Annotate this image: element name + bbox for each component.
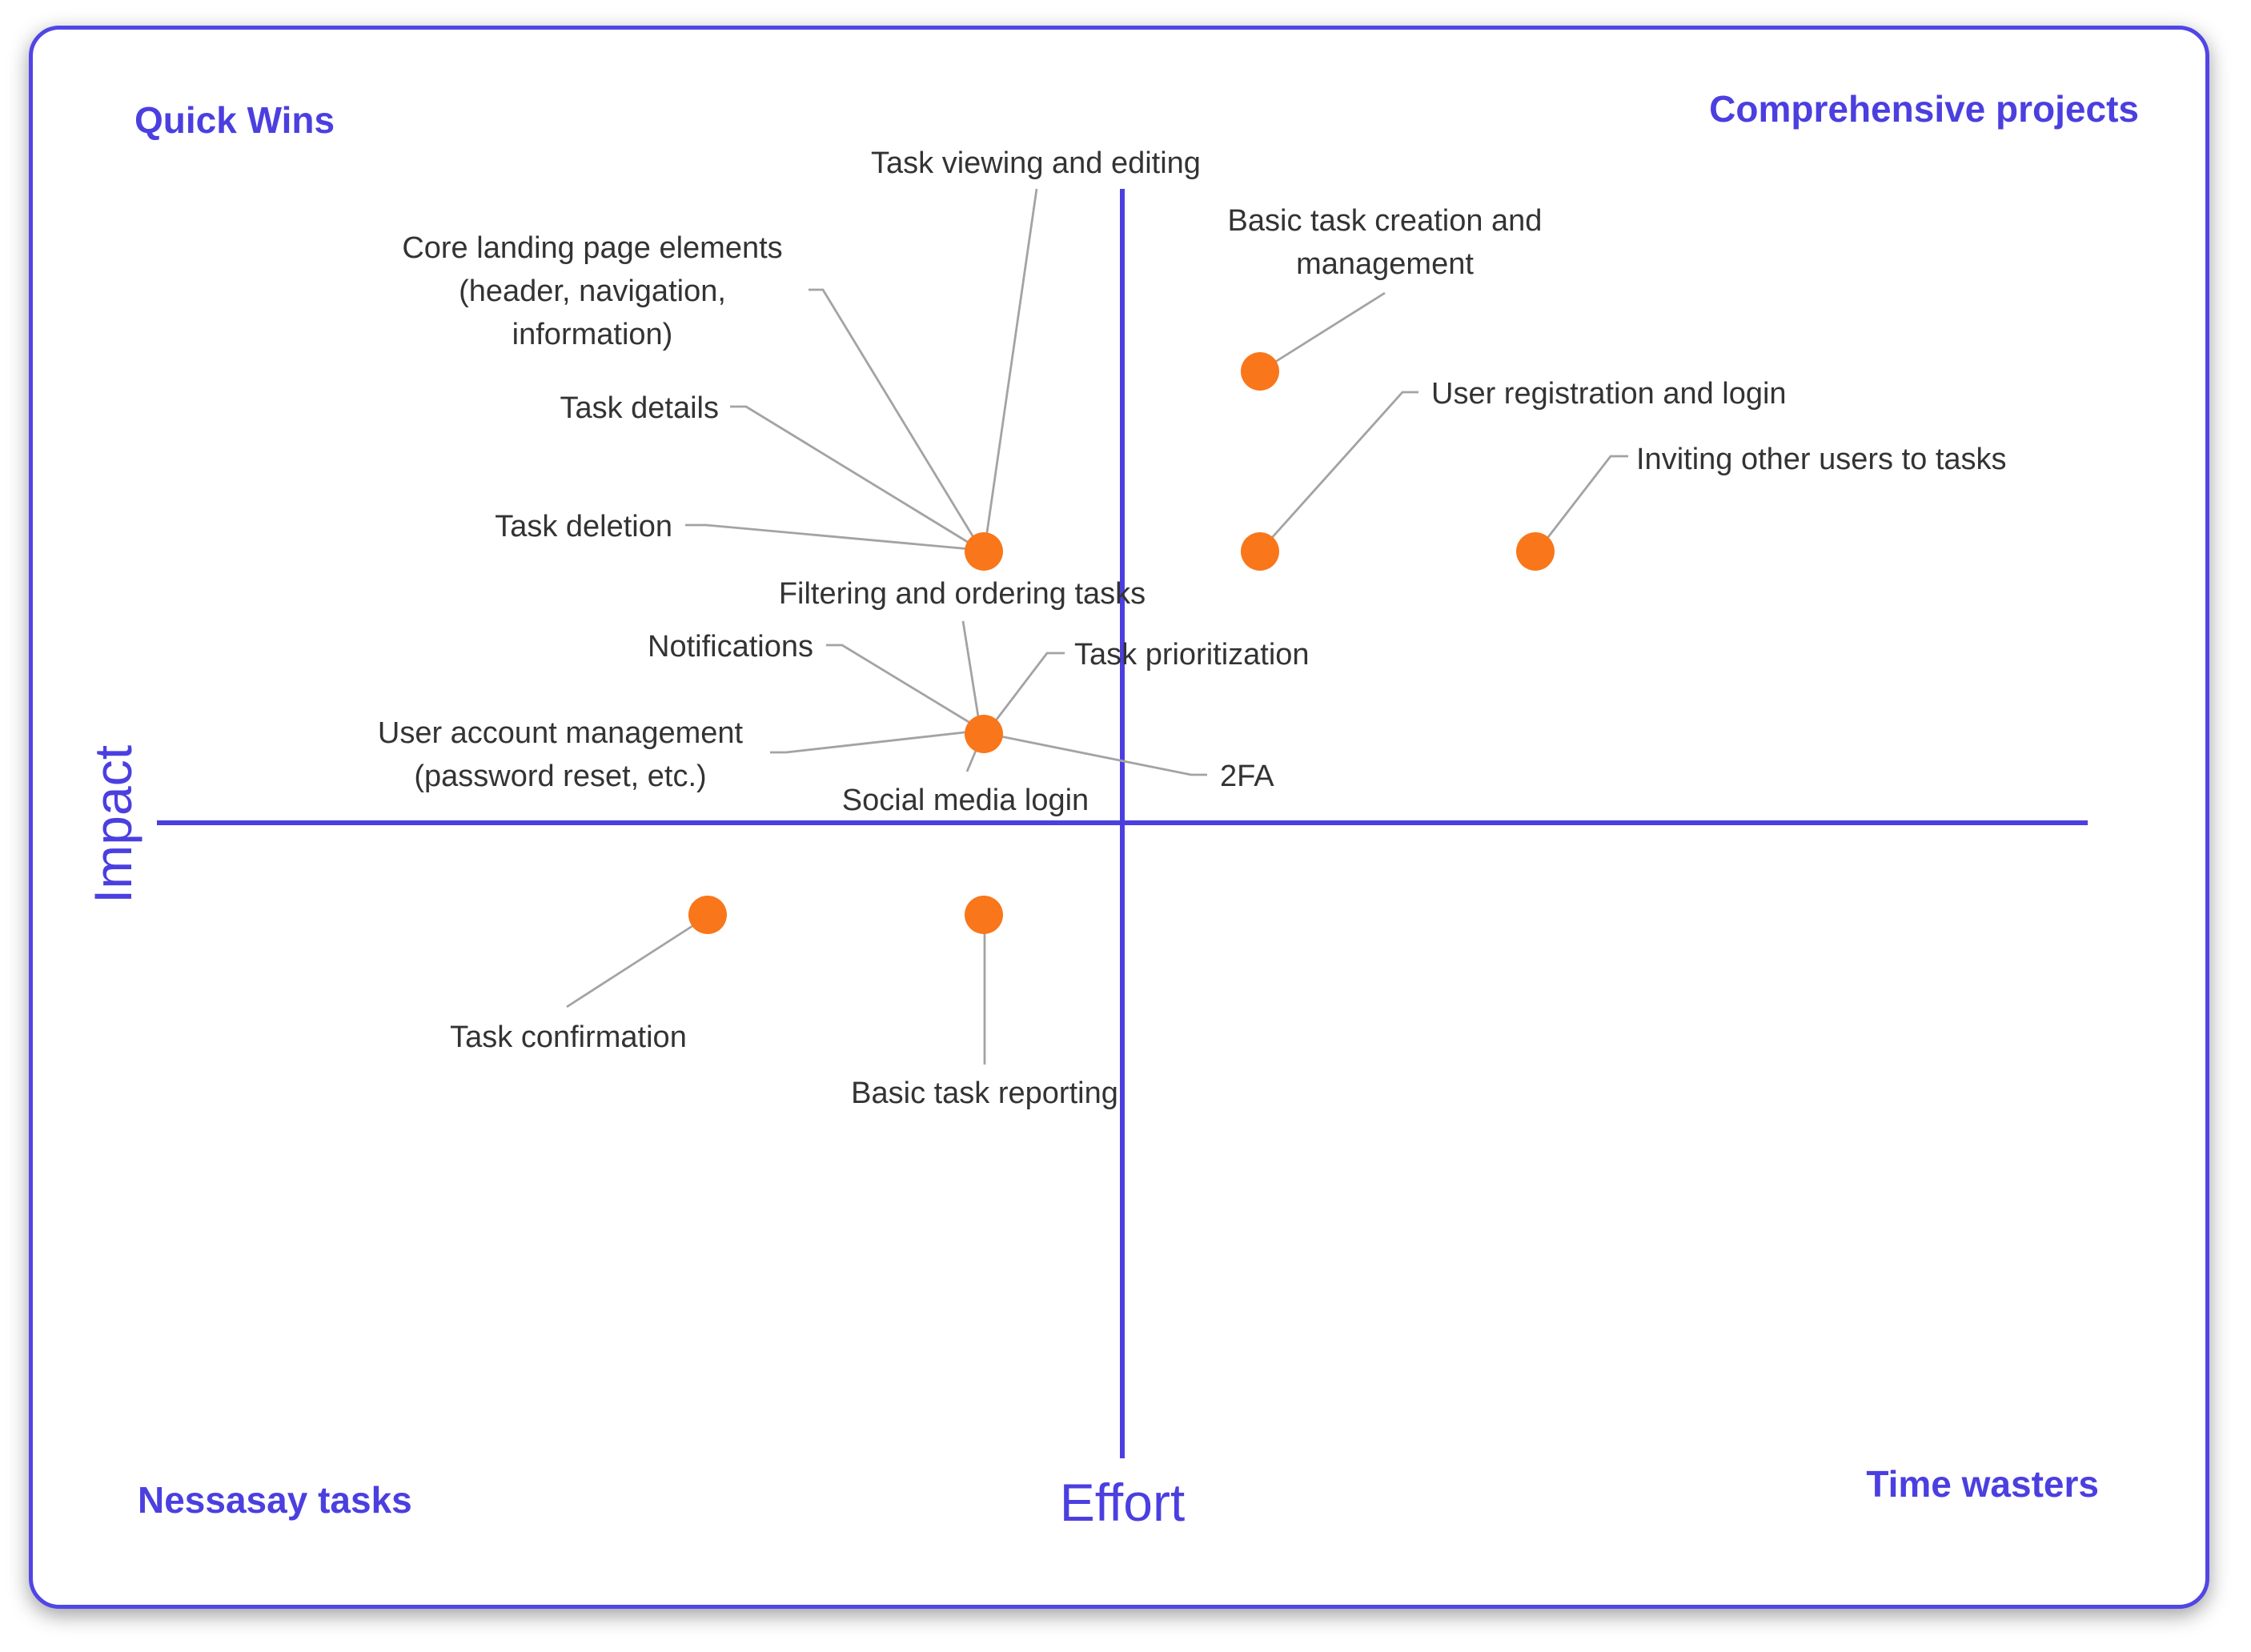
label-filtering: Filtering and ordering tasks (779, 577, 1146, 611)
x-axis-label: Effort (1060, 1473, 1186, 1532)
label-task-deletion: Task deletion (495, 510, 672, 543)
label-inviting-users: Inviting other users to tasks (1636, 443, 2007, 476)
quadrant-time-wasters: Time wasters (1866, 1463, 2099, 1505)
point-basic-task-creation[interactable] (1241, 352, 1279, 391)
leader-task-confirmation (566, 916, 707, 1008)
label-task-prioritization: Task prioritization (1074, 638, 1310, 672)
diagram-frame (29, 26, 2209, 1609)
y-axis-label: Impact (83, 745, 142, 904)
label-basic-reporting: Basic task reporting (851, 1077, 1118, 1110)
leader-task-prioritization (989, 652, 1065, 728)
point-quick-wins-mid[interactable] (965, 715, 1003, 753)
item-labels: Task viewing and editing Core landing pa… (378, 146, 2007, 1110)
point-quick-wins-high[interactable] (965, 532, 1003, 571)
label-core-landing-line1: Core landing page elements (402, 231, 782, 265)
data-points (688, 352, 1555, 934)
quadrant-quick-wins: Quick Wins (134, 99, 335, 141)
point-task-confirmation[interactable] (688, 896, 727, 934)
label-task-details: Task details (560, 391, 719, 425)
label-social-login: Social media login (842, 784, 1089, 817)
point-inviting-users[interactable] (1516, 532, 1555, 571)
leader-basic-task-creation (1272, 291, 1386, 365)
leader-task-deletion (685, 523, 971, 551)
label-task-confirmation: Task confirmation (450, 1020, 687, 1054)
leader-task-viewing (983, 188, 1038, 550)
label-basic-task-creation-line2: management (1296, 247, 1474, 281)
label-user-registration: User registration and login (1431, 377, 1787, 411)
leader-core-landing (809, 288, 982, 550)
label-user-account-line2: (password reset, etc.) (414, 760, 706, 793)
leader-user-account (770, 730, 973, 754)
leader-inviting-users (1539, 455, 1628, 548)
point-basic-reporting[interactable] (965, 896, 1003, 934)
leader-lines (566, 188, 1628, 1065)
label-user-account-line1: User account management (378, 716, 744, 750)
point-user-registration[interactable] (1241, 532, 1279, 571)
leader-filtering (961, 620, 981, 728)
leader-task-details (730, 405, 977, 549)
label-notifications: Notifications (648, 630, 813, 664)
quadrant-nessasay-tasks: Nessasay tasks (138, 1479, 412, 1521)
leader-notifications (826, 644, 977, 728)
label-2fa: 2FA (1220, 760, 1274, 793)
label-core-landing-line2: (header, navigation, (459, 275, 726, 308)
leader-user-registration (1262, 391, 1418, 548)
leader-2fa (992, 733, 1207, 776)
label-basic-task-creation-line1: Basic task creation and (1228, 204, 1543, 238)
quadrant-comprehensive-projects: Comprehensive projects (1709, 88, 2139, 130)
label-task-viewing: Task viewing and editing (871, 146, 1201, 180)
label-core-landing-line3: information) (512, 318, 673, 351)
